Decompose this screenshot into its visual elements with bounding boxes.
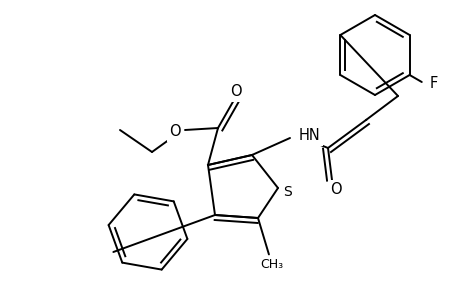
- Text: O: O: [230, 85, 241, 100]
- Text: S: S: [283, 185, 292, 199]
- Text: F: F: [429, 76, 437, 92]
- Text: O: O: [169, 124, 180, 140]
- Text: HN: HN: [298, 128, 320, 143]
- Text: CH₃: CH₃: [260, 258, 283, 271]
- Text: O: O: [330, 182, 341, 197]
